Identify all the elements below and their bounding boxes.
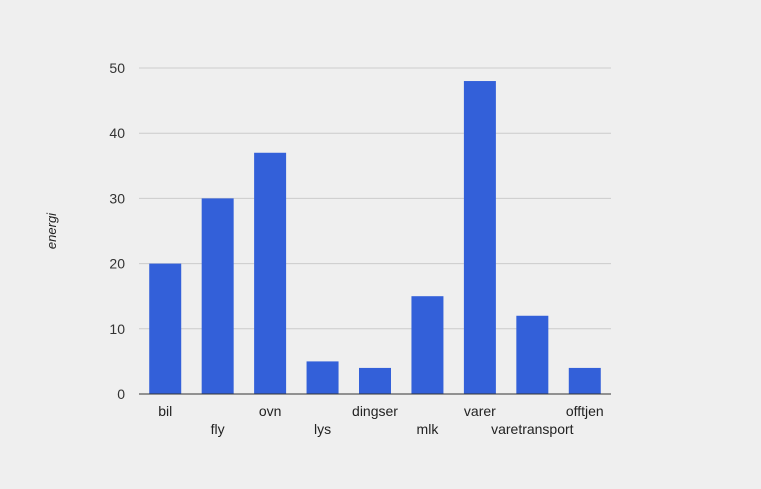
x-tick-label: varer <box>464 403 496 419</box>
y-tick-label: 20 <box>109 256 125 272</box>
y-tick-label: 30 <box>109 190 125 206</box>
y-tick-label: 50 <box>109 60 125 76</box>
bar-dingser <box>359 367 391 394</box>
bar-offtjen <box>568 367 601 394</box>
bar-varetransport <box>516 315 549 394</box>
bar-ovn <box>254 152 287 394</box>
x-tick-label: fly <box>211 421 225 437</box>
x-tick-label: varetransport <box>491 421 574 437</box>
y-axis-title: energi <box>44 212 59 249</box>
bar-bil <box>149 263 182 394</box>
x-tick-label: bil <box>158 403 172 419</box>
x-tick-label: lys <box>314 421 331 437</box>
y-tick-label: 10 <box>109 321 125 337</box>
bar-varer <box>463 81 496 394</box>
labels: 0 10 20 30 40 50 bil fly ovn lys dingser mlk varer va… <box>109 60 603 437</box>
x-tick-label: dingser <box>352 403 398 419</box>
bar-fly <box>201 198 234 394</box>
x-tick-label: mlk <box>417 421 440 437</box>
x-tick-label: ovn <box>259 403 282 419</box>
bars <box>149 81 601 394</box>
y-tick-label: 0 <box>117 386 125 402</box>
bar-mlk <box>411 296 444 394</box>
y-tick-label: 40 <box>109 125 125 141</box>
x-tick-label: offtjen <box>566 403 604 419</box>
bar-lys <box>306 361 339 394</box>
